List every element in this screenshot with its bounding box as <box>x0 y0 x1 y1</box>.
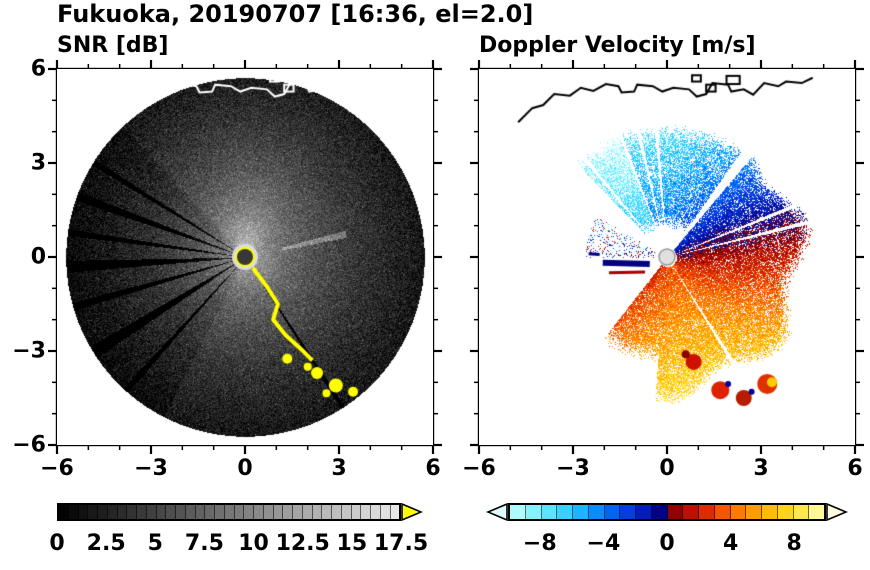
snr-colorbar-labels: 0 2.5 5 7.5 10 12.5 15 17.5 <box>49 531 428 561</box>
doppler-colorbar-under-arrow-icon <box>486 503 508 521</box>
snr-cbar-tick-label: 2.5 <box>86 531 126 556</box>
doppler-x-tick-label: 3 <box>753 456 769 481</box>
snr-radar-image <box>57 69 433 445</box>
snr-colorbar-over-arrow-icon <box>401 503 423 521</box>
doppler-panel-title: Doppler Velocity [m/s] <box>479 33 756 58</box>
doppler-x-tick-label: 0 <box>659 456 675 481</box>
doppler-colorbar-over-arrow-icon <box>826 503 848 521</box>
doppler-cbar-tick-label: 8 <box>786 531 802 556</box>
doppler-cbar-tick-label: 0 <box>659 531 675 556</box>
snr-cbar-tick-label: 10 <box>238 531 269 556</box>
snr-cbar-tick-label: 17.5 <box>373 531 429 556</box>
doppler-x-tick-label: −6 <box>462 456 496 481</box>
snr-x-tick-label: 0 <box>237 456 253 481</box>
doppler-x-tick-label: 6 <box>847 456 863 481</box>
snr-x-tick-label: 3 <box>331 456 347 481</box>
snr-x-axis-labels: −6 −3 0 3 6 <box>40 456 441 486</box>
doppler-cbar-tick-label: 4 <box>722 531 739 556</box>
doppler-cbar-tick-label: −4 <box>586 531 621 556</box>
snr-cbar-tick-label: 7.5 <box>184 531 224 556</box>
snr-panel-title: SNR [dB] <box>57 33 169 58</box>
doppler-colorbar <box>508 503 826 521</box>
snr-y-tick-label: −3 <box>12 338 46 364</box>
snr-cbar-tick-label: 5 <box>147 531 163 556</box>
figure-title: Fukuoka, 20190707 [16:36, el=2.0] <box>57 0 534 28</box>
snr-x-tick-label: −6 <box>40 456 74 481</box>
snr-x-tick-label: 6 <box>425 456 441 481</box>
doppler-cbar-tick-label: −8 <box>522 531 557 556</box>
snr-cbar-tick-label: 15 <box>336 531 368 556</box>
snr-y-tick-label: 0 <box>30 244 46 270</box>
doppler-colorbar-labels: −8 −4 0 4 8 <box>508 531 826 561</box>
snr-y-tick-label: 6 <box>30 56 46 82</box>
doppler-x-tick-label: −3 <box>556 456 590 481</box>
snr-y-tick-label: −6 <box>12 432 46 458</box>
snr-y-axis-labels: 6 3 0 −3 −6 <box>0 57 48 458</box>
doppler-x-axis-labels: −6 −3 0 3 6 <box>462 456 863 486</box>
snr-cbar-tick-label: 0 <box>49 531 65 556</box>
snr-y-tick-label: 3 <box>30 150 46 176</box>
snr-x-tick-label: −3 <box>134 456 168 481</box>
snr-cbar-tick-label: 12.5 <box>275 531 330 556</box>
snr-colorbar <box>57 503 401 521</box>
doppler-radar-image <box>479 69 855 445</box>
